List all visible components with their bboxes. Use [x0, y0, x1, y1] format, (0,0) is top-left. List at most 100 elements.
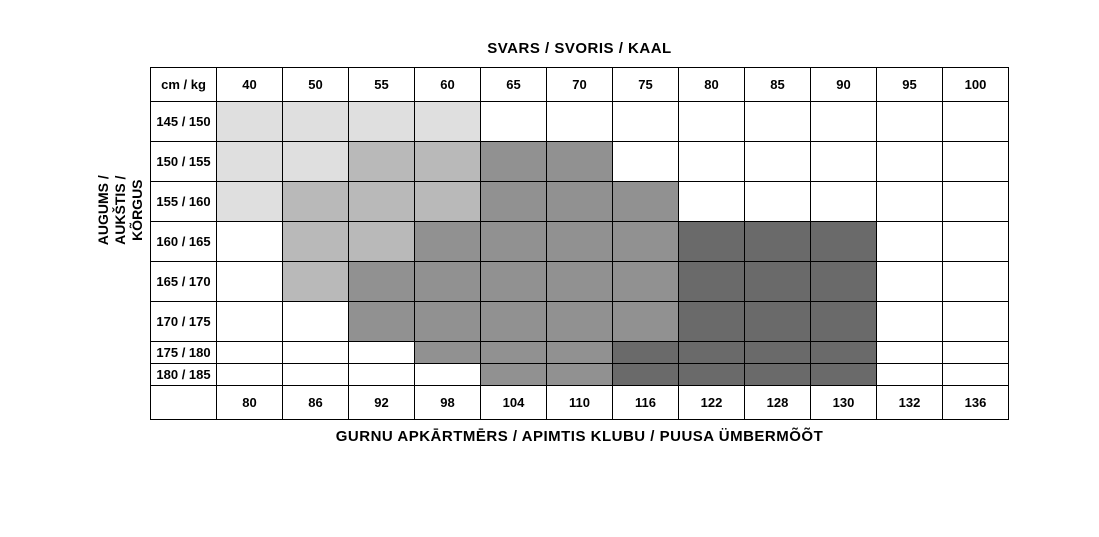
table-row: 180 / 185 — [151, 364, 1009, 386]
zone-cell — [547, 364, 613, 386]
zone-cell — [613, 342, 679, 364]
zone-cell — [943, 142, 1009, 182]
zone-cell — [745, 142, 811, 182]
zone-cell — [877, 102, 943, 142]
zone-cell — [217, 182, 283, 222]
zone-cell — [283, 222, 349, 262]
zone-cell — [217, 102, 283, 142]
footer-row: 80 86 92 98 104 110 116 122 128 130 132 … — [151, 386, 1009, 420]
zone-cell — [811, 364, 877, 386]
col-header: 100 — [943, 68, 1009, 102]
zone-cell — [547, 222, 613, 262]
zone-cell — [547, 102, 613, 142]
zone-cell — [283, 342, 349, 364]
zone-cell — [547, 302, 613, 342]
footer-col: 110 — [547, 386, 613, 420]
zone-cell — [547, 142, 613, 182]
zone-cell — [613, 302, 679, 342]
zone-cell — [613, 262, 679, 302]
bottom-title: GURNU APKĀRTMĒRS / APIMTIS KLUBU / PUUSA… — [150, 428, 1009, 445]
zone-cell — [679, 222, 745, 262]
zone-cell — [745, 262, 811, 302]
row-header: 155 / 160 — [151, 182, 217, 222]
zone-cell — [613, 364, 679, 386]
zone-cell — [613, 222, 679, 262]
table-row: 165 / 170 — [151, 262, 1009, 302]
zone-cell — [613, 102, 679, 142]
zone-cell — [217, 222, 283, 262]
zone-cell — [877, 364, 943, 386]
zone-cell — [349, 302, 415, 342]
zone-cell — [943, 342, 1009, 364]
zone-cell — [547, 262, 613, 302]
zone-cell — [217, 302, 283, 342]
zone-cell — [415, 142, 481, 182]
side-title-line1: AUGUMS / — [95, 175, 111, 245]
zone-cell — [283, 302, 349, 342]
footer-corner — [151, 386, 217, 420]
size-chart-table: cm / kg 40 50 55 60 65 70 75 80 85 90 95… — [150, 67, 1009, 420]
table-row: 170 / 175 — [151, 302, 1009, 342]
zone-cell — [745, 342, 811, 364]
footer-col: 92 — [349, 386, 415, 420]
row-header: 150 / 155 — [151, 142, 217, 182]
col-header: 40 — [217, 68, 283, 102]
zone-cell — [811, 182, 877, 222]
zone-cell — [349, 222, 415, 262]
zone-cell — [349, 102, 415, 142]
row-header: 170 / 175 — [151, 302, 217, 342]
side-title-line3: KÕRGUS — [128, 179, 144, 240]
table-row: 145 / 150 — [151, 102, 1009, 142]
zone-cell — [217, 142, 283, 182]
zone-cell — [943, 182, 1009, 222]
zone-cell — [415, 302, 481, 342]
side-title: AUGUMS / AUKŠTIS / KÕRGUS — [95, 130, 145, 290]
zone-cell — [415, 102, 481, 142]
zone-cell — [613, 182, 679, 222]
zone-cell — [349, 142, 415, 182]
zone-cell — [877, 342, 943, 364]
zone-cell — [349, 182, 415, 222]
zone-cell — [481, 222, 547, 262]
col-header: 65 — [481, 68, 547, 102]
col-header: 60 — [415, 68, 481, 102]
footer-col: 86 — [283, 386, 349, 420]
footer-col: 122 — [679, 386, 745, 420]
footer-col: 136 — [943, 386, 1009, 420]
zone-cell — [415, 342, 481, 364]
zone-cell — [481, 102, 547, 142]
zone-cell — [283, 142, 349, 182]
zone-cell — [283, 182, 349, 222]
zone-cell — [877, 302, 943, 342]
row-header: 175 / 180 — [151, 342, 217, 364]
top-title: SVARS / SVORIS / KAAL — [150, 40, 1009, 57]
table-row: 160 / 165 — [151, 222, 1009, 262]
col-header: 75 — [613, 68, 679, 102]
footer-col: 130 — [811, 386, 877, 420]
zone-cell — [877, 142, 943, 182]
zone-cell — [283, 262, 349, 302]
zone-cell — [481, 142, 547, 182]
zone-cell — [943, 262, 1009, 302]
zone-cell — [943, 364, 1009, 386]
zone-cell — [679, 262, 745, 302]
zone-cell — [481, 262, 547, 302]
side-title-line2: AUKŠTIS / — [112, 176, 128, 245]
col-header: 50 — [283, 68, 349, 102]
zone-cell — [349, 364, 415, 386]
zone-cell — [547, 182, 613, 222]
zone-cell — [679, 302, 745, 342]
zone-cell — [745, 182, 811, 222]
table-row: 155 / 160 — [151, 182, 1009, 222]
zone-cell — [283, 364, 349, 386]
zone-cell — [415, 222, 481, 262]
zone-cell — [679, 342, 745, 364]
zone-cell — [481, 342, 547, 364]
zone-cell — [679, 182, 745, 222]
footer-col: 128 — [745, 386, 811, 420]
zone-cell — [547, 342, 613, 364]
zone-cell — [811, 302, 877, 342]
zone-cell — [679, 142, 745, 182]
zone-cell — [613, 142, 679, 182]
zone-cell — [811, 142, 877, 182]
